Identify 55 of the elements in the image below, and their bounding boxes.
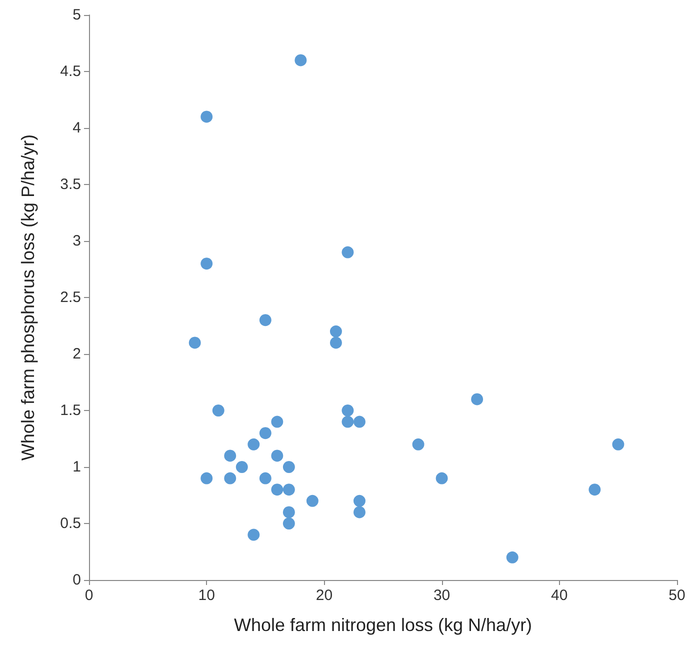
point	[271, 416, 284, 428]
point	[248, 438, 260, 450]
y-tick-label: 3	[72, 232, 81, 250]
point	[212, 404, 224, 416]
y-tick-label: 0	[72, 572, 81, 588]
point	[342, 404, 354, 416]
x-tick-label: 0	[84, 587, 94, 604]
x-tick-label: 50	[668, 587, 686, 604]
y-axis-title: Whole farm phosphorus loss (kg P/ha/yr)	[18, 134, 38, 461]
point	[294, 54, 307, 66]
point	[282, 518, 295, 530]
point	[200, 110, 213, 123]
point	[224, 472, 236, 484]
point	[506, 551, 518, 564]
point	[353, 416, 366, 428]
point	[330, 325, 342, 338]
point	[248, 528, 260, 541]
x-tick-label: 30	[433, 587, 450, 604]
y-tick-label: 1.5	[60, 402, 81, 419]
point	[188, 336, 201, 349]
point	[200, 258, 213, 270]
point	[282, 484, 295, 496]
x-axis-title: Whole farm nitrogen loss (kg N/ha/yr)	[234, 615, 532, 635]
point	[236, 461, 248, 473]
y-tick-label: 2	[72, 346, 81, 362]
y-tick-label: 4.5	[60, 63, 81, 80]
point	[259, 427, 272, 440]
point	[353, 494, 366, 507]
y-tick-label: 2.5	[60, 289, 81, 306]
point	[471, 393, 484, 406]
point	[200, 472, 213, 484]
point	[436, 472, 448, 484]
point	[306, 494, 318, 507]
x-tick-label: 40	[551, 587, 568, 604]
point	[259, 314, 272, 326]
y-tick-label: 0.5	[60, 515, 81, 532]
point	[259, 472, 272, 484]
point	[271, 484, 284, 496]
point	[271, 450, 284, 462]
y-tick-label: 5	[72, 6, 81, 24]
point	[282, 461, 295, 473]
point	[282, 506, 295, 518]
point	[612, 438, 624, 450]
point	[342, 246, 354, 258]
point	[412, 438, 424, 450]
y-tick-label: 3.5	[60, 176, 81, 193]
point	[330, 336, 342, 349]
point	[224, 450, 236, 462]
x-tick-label: 20	[316, 587, 333, 604]
point	[353, 506, 366, 518]
x-tick-label: 10	[198, 587, 215, 604]
point	[588, 484, 601, 496]
y-tick-label: 4	[72, 120, 81, 136]
y-tick-label: 1	[72, 458, 81, 476]
point	[342, 416, 354, 428]
